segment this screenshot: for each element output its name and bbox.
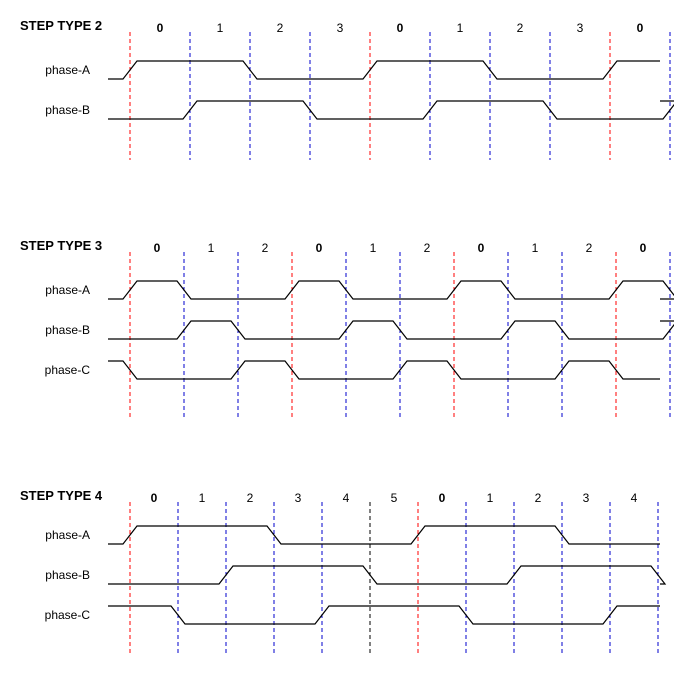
phase-label: phase-B	[45, 103, 90, 117]
phase-label: phase-A	[45, 283, 90, 297]
step-number: 3	[583, 491, 590, 505]
step-number: 2	[586, 241, 593, 255]
step-number: 1	[532, 241, 539, 255]
step-number: 2	[517, 21, 524, 35]
phase-label: phase-B	[45, 323, 90, 337]
step-number: 0	[157, 21, 164, 35]
step-number: 0	[316, 241, 323, 255]
waveform	[108, 361, 660, 379]
waveform	[108, 566, 665, 584]
phase-label: phase-A	[45, 63, 90, 77]
waveform	[108, 101, 674, 119]
step-number: 3	[295, 491, 302, 505]
step-number: 0	[151, 491, 158, 505]
step-number: 0	[439, 491, 446, 505]
phase-label: phase-B	[45, 568, 90, 582]
step-number: 2	[277, 21, 284, 35]
step-number: 0	[154, 241, 161, 255]
waveform	[108, 281, 674, 299]
step-number: 1	[199, 491, 206, 505]
step-number: 1	[217, 21, 224, 35]
step-number: 3	[577, 21, 584, 35]
waveform	[108, 61, 660, 79]
step-number: 1	[457, 21, 464, 35]
waveform	[108, 606, 660, 624]
step-number: 0	[478, 241, 485, 255]
step-number: 5	[391, 491, 398, 505]
step-number: 1	[487, 491, 494, 505]
timing-diagram-canvas: STEP TYPE 2 0 1 2 3 0 1 2 3 0 phase-A phase-B STEP T…	[0, 0, 674, 675]
step-number: 0	[637, 21, 644, 35]
diagram-title: STEP TYPE 2	[20, 18, 102, 33]
phase-label: phase-C	[45, 363, 91, 377]
step-number: 2	[535, 491, 542, 505]
step-number: 2	[424, 241, 431, 255]
diagram-title: STEP TYPE 4	[20, 488, 103, 503]
waveform	[108, 526, 660, 544]
step-number: 2	[247, 491, 254, 505]
step-number: 2	[262, 241, 269, 255]
step-number: 4	[343, 491, 350, 505]
step-number: 1	[208, 241, 215, 255]
phase-label: phase-C	[45, 608, 91, 622]
phase-label: phase-A	[45, 528, 90, 542]
diagram-title: STEP TYPE 3	[20, 238, 102, 253]
step-number: 3	[337, 21, 344, 35]
step-number: 4	[631, 491, 638, 505]
step-number: 0	[397, 21, 404, 35]
step-number: 0	[640, 241, 647, 255]
waveform	[108, 321, 674, 339]
step-number: 1	[370, 241, 377, 255]
